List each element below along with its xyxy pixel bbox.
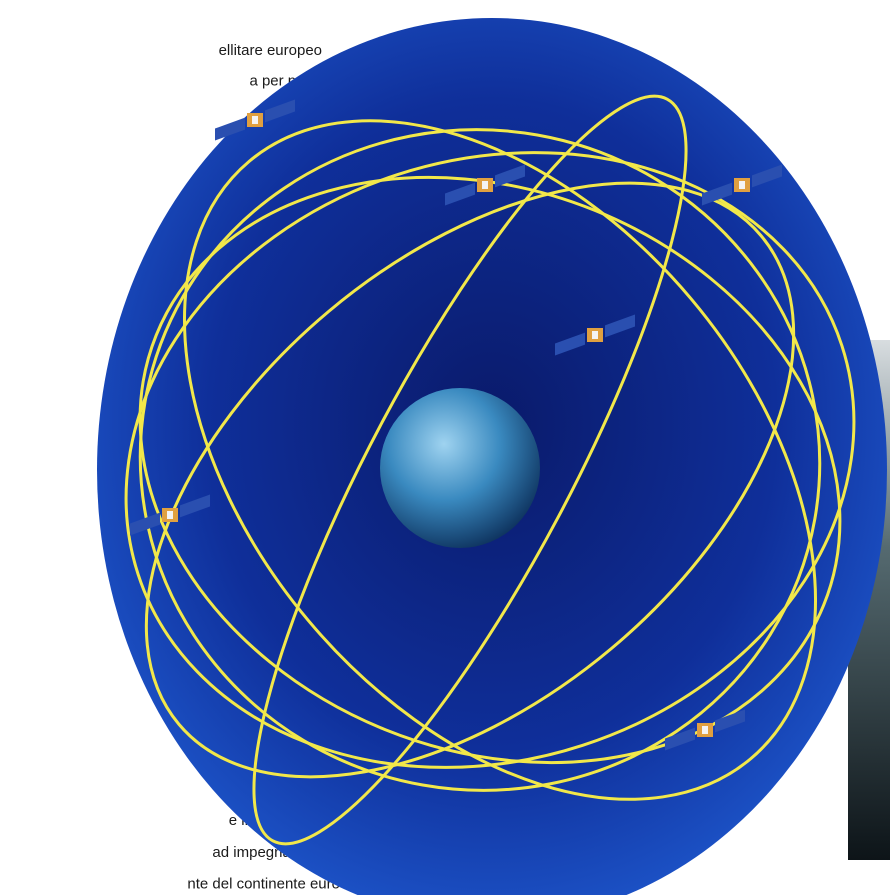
text-line: nte del continente euro- — [187, 875, 345, 892]
orbits — [124, 94, 856, 846]
earth — [380, 388, 540, 548]
text-line: ellitare europeo — [219, 42, 322, 59]
